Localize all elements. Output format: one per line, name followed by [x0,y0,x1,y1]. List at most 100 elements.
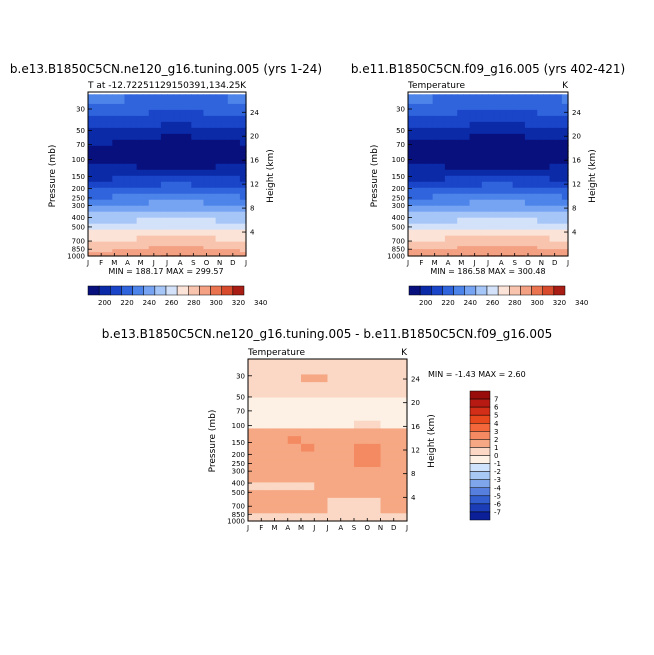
heatmap-cell [167,121,174,128]
heatmap-cell [233,157,241,164]
heatmap-cell [239,115,247,122]
heatmap-cell [555,169,563,176]
heatmap-cell [327,467,342,476]
heatmap-cell [112,241,119,247]
heatmap-cell [179,169,186,176]
heatmap-cell [518,115,526,122]
heatmap-cell [549,251,557,256]
y-tick-label: 70 [396,141,405,149]
heatmap-cell [420,181,428,188]
heatmap-cell [432,251,440,256]
heatmap-cell [561,241,569,247]
heatmap-cell [160,127,168,134]
heatmap-cell [426,157,434,164]
y2-tick-label: 12 [572,181,581,189]
heatmap-cell [221,205,229,212]
heatmap-cell [327,382,342,391]
heatmap-cell [136,151,144,158]
heatmap-cell [451,145,458,152]
heatmap-cell [512,127,520,134]
heatmap-cell [287,490,302,499]
y-tick-label: 150 [392,173,405,181]
heatmap-cell [354,490,368,499]
heatmap-cell [287,443,302,453]
heatmap-cell [167,127,174,134]
heatmap-cell [451,175,458,182]
heatmap-cell [537,199,544,206]
heatmap-cell [191,245,198,250]
heatmap-cell [191,223,198,230]
heatmap-cell [500,115,508,122]
heatmap-cell [500,163,508,170]
heatmap-cell [191,169,198,176]
heatmap-cell [506,169,514,176]
heatmap-cell [327,513,342,522]
heatmap-cell [506,151,514,158]
heatmap-cell [408,211,415,218]
heatmap-cell [233,181,241,188]
heatmap-cell [191,241,198,247]
heatmap-cell [537,103,544,110]
heatmap-cell [197,217,205,224]
heatmap-cell [414,199,421,206]
heatmap-cell [354,413,368,422]
heatmap-cell [221,151,229,158]
heatmap-cell [354,513,368,522]
heatmap-cell [148,187,156,194]
heatmap-cell [531,175,538,182]
heatmap-cell [130,211,138,218]
x-tick-label: M [298,524,304,532]
heatmap-cell [531,157,538,164]
heatmap-cell [457,115,464,122]
heatmap-cell [393,467,408,476]
heatmap-cell [367,451,382,460]
colorbar-label: 200 [419,299,432,307]
heatmap-cell [518,139,526,146]
heatmap-cell [209,151,217,158]
y2-tick-label: 16 [572,157,581,165]
heatmap-cell [94,94,101,104]
heatmap-cell [506,103,514,110]
heatmap-cell [100,181,107,188]
heatmap-cell [203,115,211,122]
heatmap-cell [301,505,315,514]
heatmap-cell [531,169,538,176]
heatmap-cell [130,175,138,182]
heatmap-cell [512,217,520,224]
heatmap-cell [173,94,180,104]
heatmap-cell [463,121,471,128]
heatmap-cell [488,157,495,164]
heatmap-cell [444,211,452,218]
heatmap-cell [512,157,520,164]
heatmap-cell [148,115,156,122]
heatmap-cell [112,175,119,182]
y-tick-label: 50 [76,127,85,135]
heatmap-cell [561,163,569,170]
heatmap-cell [432,121,440,128]
heatmap-cell [451,245,458,250]
heatmap-cell [549,181,557,188]
heatmap-cell [524,121,532,128]
x-tick-label: J [244,259,247,267]
heatmap-cell [481,235,489,242]
heatmap-cell [393,428,408,437]
panel-1-left-label: T at -12.72251129150391,134.25 [87,81,240,91]
heatmap-cell [88,251,95,256]
heatmap-cell [142,145,150,152]
heatmap-cell [524,169,532,176]
heatmap-cell [494,157,501,164]
heatmap-cell [185,139,192,146]
heatmap-cell [160,94,168,104]
heatmap-cell [561,103,569,110]
heatmap-cell [136,169,144,176]
heatmap-cell [463,223,471,230]
heatmap-cell [88,205,95,212]
heatmap-cell [531,193,538,200]
heatmap-cell [173,251,180,256]
panel-3-plot: J F M A M J J A S O N D J305070100150200250300400500… [227,358,420,532]
heatmap-cell [408,229,415,236]
heatmap-cell [518,187,526,194]
heatmap-cell [154,127,162,134]
heatmap-cell [100,229,107,236]
heatmap-cell [154,157,162,164]
